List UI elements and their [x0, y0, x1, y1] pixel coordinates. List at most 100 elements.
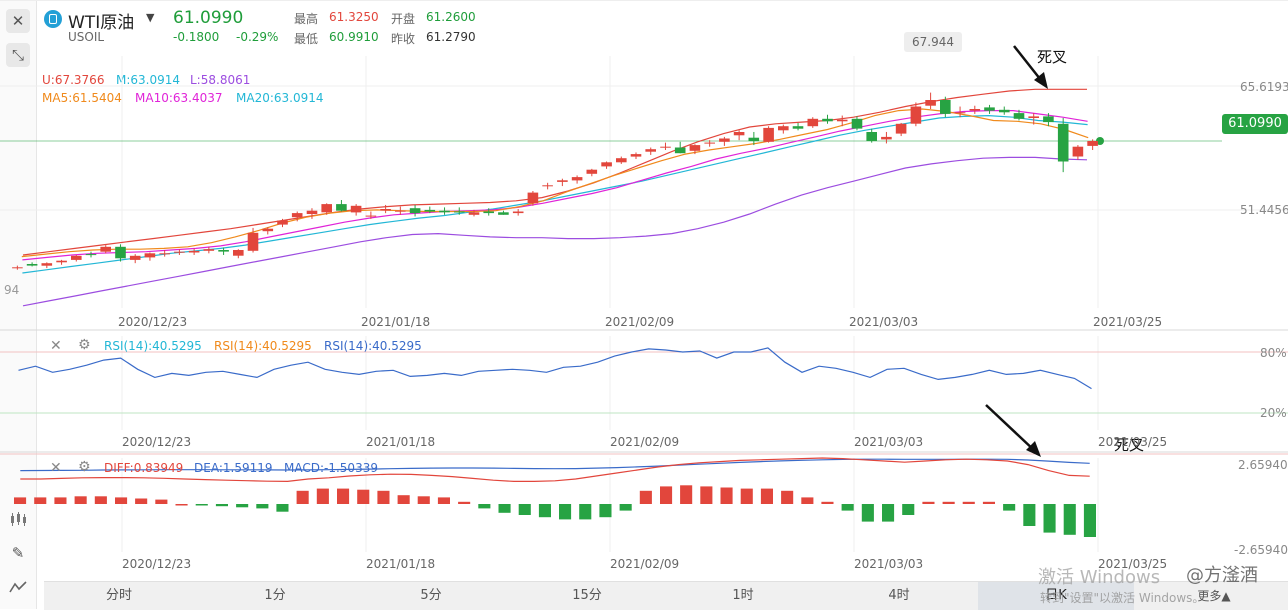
macd-histogram-bar [660, 486, 673, 504]
candle-body [1028, 116, 1039, 118]
prev-close-value: 61.2790 [426, 30, 476, 44]
macd-axis-hi: 2.65940 [1238, 458, 1288, 472]
macd-histogram-bar [619, 504, 632, 511]
candle-body [159, 253, 170, 255]
candle-body [12, 267, 23, 269]
candle-body [336, 204, 347, 211]
symbol-dropdown-chevron-icon[interactable]: ▼ [146, 11, 155, 24]
macd-histogram-bar [1003, 504, 1016, 511]
tab-4hour[interactable]: 4时 [888, 588, 910, 603]
death-cross-arrow-bottom [985, 404, 1037, 453]
macd-histogram-bar [236, 504, 249, 508]
ma5-legend: MA5:61.5404 [42, 91, 122, 105]
date-label: 2020/12/23 [122, 435, 192, 449]
candle-body [1043, 116, 1054, 123]
candle-body [822, 118, 833, 122]
macd-dea-line [20, 458, 1090, 472]
candle-body [748, 137, 760, 141]
candle-body [71, 255, 82, 260]
macd-diff-line [20, 457, 1090, 483]
tab-5min[interactable]: 5分 [420, 588, 442, 603]
indicator-icon[interactable] [6, 575, 30, 599]
candle-body [630, 154, 642, 157]
macd-histogram-bar [195, 504, 208, 506]
more-button[interactable]: 更多▲ [1197, 589, 1231, 603]
macd-histogram-bar [377, 490, 390, 504]
rsi-settings-icon[interactable]: ⚙ [78, 337, 91, 353]
macd-settings-icon[interactable]: ⚙ [78, 459, 91, 475]
macd-histogram-bar [579, 504, 592, 520]
tab-time-sharing[interactable]: 分时 [105, 588, 132, 603]
symbol-code: USOIL [68, 30, 105, 44]
peak-price-label: 67.944 [904, 32, 962, 52]
low-value: 60.9910 [329, 30, 379, 44]
macd-histogram-bar [882, 504, 895, 522]
current-price: 61.0990 [173, 8, 244, 28]
boll-lower-line [22, 156, 1088, 307]
macd-histogram-bar [700, 486, 713, 504]
candlestick-icon-svg [11, 512, 26, 526]
macd-histogram-bar [458, 501, 471, 504]
macd-histogram-bar [478, 504, 491, 509]
price-change: -0.1800 [173, 30, 220, 44]
date-label: 2021/03/25 [1098, 557, 1168, 571]
macd-histogram-bar [135, 498, 148, 504]
macd-histogram-bar [841, 504, 854, 511]
candle-body [1013, 113, 1025, 119]
candle-body [439, 210, 450, 213]
macd-histogram-bar [175, 504, 188, 506]
current-price-dot [1096, 136, 1104, 145]
rsi-close-icon[interactable]: ✕ [50, 338, 62, 354]
macd-histogram-bar [1063, 504, 1076, 535]
tab-1min[interactable]: 1分 [264, 588, 286, 603]
macd-histogram-bar [781, 490, 794, 504]
date-label: 2021/01/18 [361, 315, 431, 329]
pencil-icon[interactable]: ✎ [11, 544, 25, 562]
candle-body [571, 177, 583, 181]
macd-histogram-bar [256, 504, 269, 509]
candle-body [542, 185, 553, 187]
candle-body [940, 100, 951, 114]
candle-body [100, 246, 111, 252]
macd-histogram-bar [54, 497, 67, 504]
date-label: 2021/03/25 [1098, 435, 1168, 449]
candle-body [881, 136, 892, 140]
candle-body [778, 126, 789, 131]
tab-daily-k[interactable]: 日K [978, 582, 1134, 610]
close-icon[interactable]: ✕ [6, 9, 30, 33]
candle-body [277, 220, 288, 225]
candle-body [41, 263, 53, 266]
brand-watermark: @方滏酒 [1186, 565, 1258, 586]
boll-mid-legend: M:63.0914 [116, 73, 181, 87]
death-cross-arrowhead-top [1034, 72, 1048, 89]
tab-1hour[interactable]: 1时 [732, 588, 754, 603]
candle-body [601, 162, 612, 167]
candle-body [26, 264, 38, 266]
macd-close-icon[interactable]: ✕ [50, 460, 62, 476]
candle-body [999, 109, 1010, 113]
tab-15min[interactable]: 15分 [572, 588, 602, 603]
windows-activation-watermark: 激活 Windows [1038, 567, 1161, 588]
macd-histogram-bar [680, 485, 693, 504]
candlestick-icon[interactable] [6, 507, 30, 531]
macd-histogram-bar [316, 488, 329, 504]
ma10-line [22, 109, 1088, 261]
macd-histogram-bar [417, 496, 430, 504]
macd-histogram-bar [1023, 504, 1036, 526]
candle-body [645, 149, 656, 152]
collapse-icon[interactable]: ⤡ [6, 43, 30, 67]
macd-histogram-bar [276, 504, 289, 512]
date-label: 2021/03/25 [1093, 315, 1163, 329]
date-label: 2021/02/09 [610, 435, 680, 449]
macd-histogram-bar [760, 488, 773, 504]
low-label: 最低 [294, 32, 319, 46]
candle-body [129, 255, 141, 260]
macd-histogram-bar [34, 497, 47, 504]
symbol-name[interactable]: WTI原油 [68, 13, 135, 33]
macd-histogram-bar [902, 504, 915, 515]
price-axis-left-cut: 94 [4, 283, 20, 297]
candle-body [306, 210, 318, 214]
indicator-icon-svg [9, 581, 27, 593]
candle-body [954, 112, 966, 114]
